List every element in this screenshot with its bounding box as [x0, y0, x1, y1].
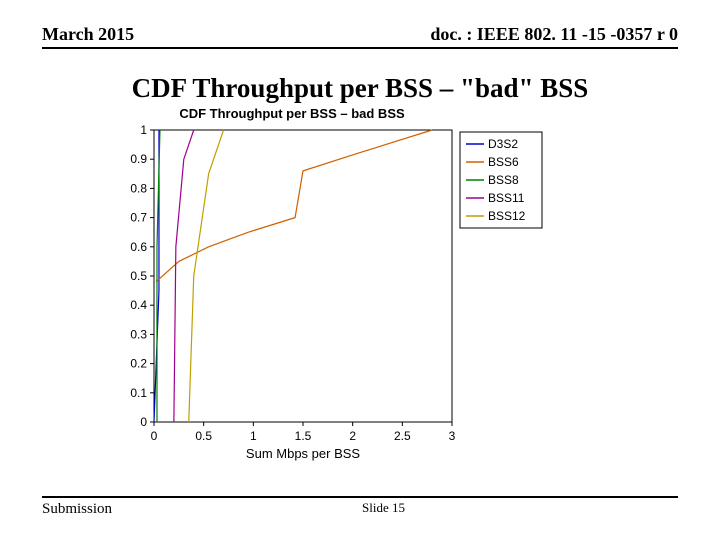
chart-svg: 0 0.1 0.2 0.3 0.4 0.5 0.6 0.7 0.8 0.9 1 0 0.5 1 1.5 2 2.… [112, 124, 552, 464]
legend-label: BSS12 [488, 209, 526, 223]
ytick-label: 0.7 [130, 211, 147, 225]
footer-submission: Submission [42, 501, 112, 517]
ytick-label: 1 [140, 124, 147, 137]
footer: Submission Slide 15 [42, 496, 678, 518]
ytick-label: 0.6 [130, 240, 147, 254]
xtick-label: 0 [151, 429, 158, 443]
ytick-label: 0.1 [130, 386, 147, 400]
xtick-label: 3 [449, 429, 456, 443]
legend-label: BSS6 [488, 155, 519, 169]
xtick-label: 1.5 [295, 429, 312, 443]
footer-slide: Slide 15 [362, 500, 405, 516]
legend-label: BSS11 [488, 191, 525, 205]
ytick-label: 0.2 [130, 357, 147, 371]
x-axis-label: Sum Mbps per BSS [246, 446, 360, 461]
header-date: March 2015 [42, 24, 134, 45]
ytick-label: 0.3 [130, 327, 147, 341]
page-title: CDF Throughput per BSS – "bad" BSS [42, 73, 678, 104]
xtick-label: 0.5 [195, 429, 212, 443]
ytick-label: 0 [140, 415, 147, 429]
xtick-label: 2 [349, 429, 356, 443]
legend-label: BSS8 [488, 173, 519, 187]
legend-label: D3S2 [488, 137, 518, 151]
ytick-label: 0.9 [130, 152, 147, 166]
header-docid: doc. : IEEE 802. 11 -15 -0357 r 0 [430, 24, 678, 45]
ytick-label: 0.4 [130, 298, 147, 312]
xtick-label: 1 [250, 429, 257, 443]
header: March 2015 doc. : IEEE 802. 11 -15 -0357… [42, 24, 678, 49]
cdf-chart: CDF Throughput per BSS – bad BSS 00.10.2… [112, 108, 552, 469]
xtick-label: 2.5 [394, 429, 411, 443]
ytick-label: 0.5 [130, 269, 147, 283]
ytick-label: 0.8 [130, 181, 147, 195]
